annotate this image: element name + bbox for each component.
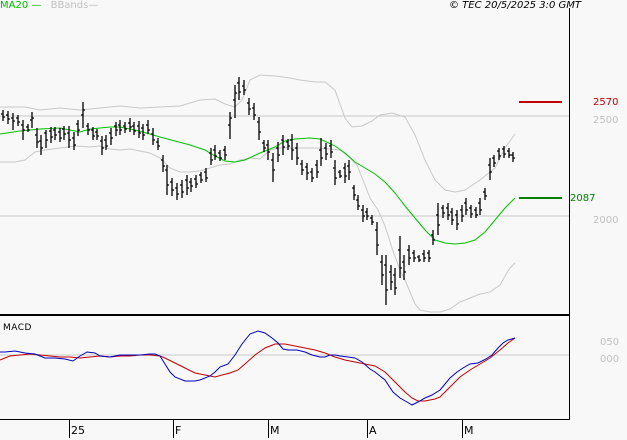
macd-panel-title: MACD <box>3 323 32 333</box>
x-label-mar: M <box>270 424 280 437</box>
bbands-lower-line <box>0 145 516 313</box>
ma20-line <box>0 126 516 245</box>
y-tick-2000: 2000 <box>593 215 619 226</box>
x-label-jan-2025: 25 <box>71 424 85 437</box>
support-level-label: 2087 <box>570 193 596 204</box>
chart-legend: MA20 — BBands— <box>0 0 98 11</box>
macd-y-tick-000: 000 <box>600 354 620 365</box>
y-tick-2500: 2500 <box>593 115 619 126</box>
legend-bbands: BBands— <box>50 0 99 11</box>
bbands-upper-line <box>0 74 516 193</box>
macd-line <box>0 330 516 406</box>
ohlc-bars <box>1 77 515 305</box>
x-label-feb: F <box>175 424 182 437</box>
copyright-timestamp: © TEC 20/5/2025 3:0 GMT <box>449 0 581 11</box>
x-label-apr: A <box>369 424 377 437</box>
macd-y-tick-050: 050 <box>600 337 620 348</box>
legend-ma20: MA20 — <box>0 0 42 11</box>
resistance-level-label: 2570 <box>593 97 619 108</box>
x-label-may: M <box>464 424 474 437</box>
macd-signal-line <box>0 337 516 402</box>
